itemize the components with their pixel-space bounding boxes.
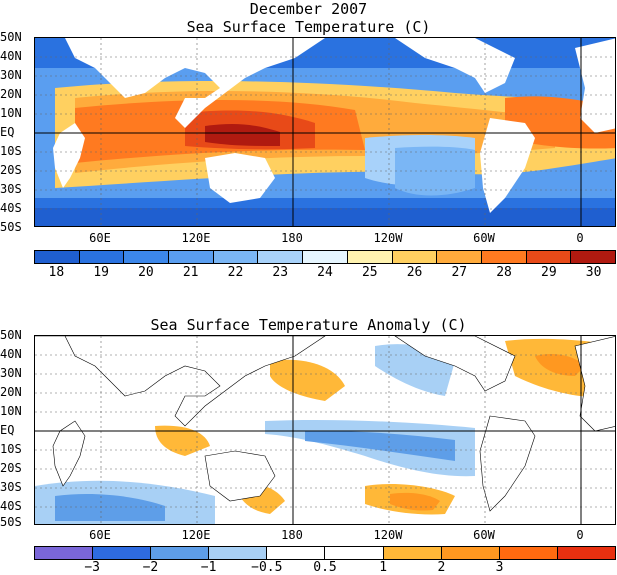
colorbar-segment: [124, 251, 170, 263]
lat-label: 30N: [0, 68, 22, 82]
lat-label: 50N: [0, 328, 22, 342]
anomaly-panel-title: Sea Surface Temperature Anomaly (C): [150, 316, 467, 334]
colorbar-segment: [213, 251, 259, 263]
colorbar-segment: [392, 251, 438, 263]
anomaly-colorbar: [34, 546, 616, 560]
lon-label: 120E: [181, 231, 211, 245]
lat-label: EQ: [0, 125, 15, 139]
lon-label: 120E: [181, 528, 211, 542]
lon-label: 60W: [473, 231, 495, 245]
page-title: December 2007: [249, 0, 368, 18]
colorbar-segment: [437, 251, 482, 263]
anomaly-map: [34, 335, 616, 525]
lat-label: 20N: [0, 87, 22, 101]
colorbar-segment: [481, 251, 527, 263]
lon-label: 0: [576, 528, 584, 542]
colorbar-tick-label: 19: [93, 265, 109, 280]
colorbar-segment: [303, 251, 348, 263]
colorbar-tick-label: 21: [182, 265, 199, 280]
colorbar-segment: [441, 547, 500, 559]
colorbar-segment: [35, 547, 94, 559]
colorbar-segment: [169, 251, 214, 263]
sst-colorbar: [34, 250, 616, 264]
lat-label: 20S: [0, 461, 22, 475]
colorbar-segment: [499, 547, 558, 559]
colorbar-tick-label: 24: [317, 265, 333, 280]
colorbar-segment: [151, 547, 210, 559]
lat-label: 30S: [0, 182, 22, 196]
lon-label: 180: [281, 528, 303, 542]
lat-label: 10S: [0, 144, 22, 158]
colorbar-tick-label: 20: [138, 265, 154, 280]
lon-label: 60E: [89, 231, 111, 245]
colorbar-tick-label: 27: [451, 265, 468, 280]
lon-label: 180: [281, 231, 303, 245]
lat-label: 10S: [0, 442, 22, 456]
colorbar-segment: [347, 251, 393, 263]
colorbar-segment: [526, 251, 572, 263]
lat-label: 50N: [0, 30, 22, 44]
lat-label: EQ: [0, 423, 15, 437]
colorbar-tick-label: −0.5: [251, 560, 283, 575]
lon-label: 60E: [89, 528, 111, 542]
lat-label: 30N: [0, 366, 22, 380]
colorbar-segment: [383, 547, 442, 559]
lat-label: 30S: [0, 480, 22, 494]
colorbar-segment: [557, 547, 615, 559]
colorbar-tick-label: 1: [379, 560, 388, 575]
colorbar-tick-label: −2: [142, 560, 159, 575]
lon-label: 0: [576, 231, 584, 245]
lat-label: 20N: [0, 385, 22, 399]
lon-label: 120W: [373, 528, 403, 542]
colorbar-tick-label: 29: [541, 265, 557, 280]
lat-label: 40S: [0, 499, 22, 513]
sst-map: [34, 37, 616, 227]
colorbar-segment: [258, 251, 304, 263]
colorbar-tick-label: 0.5: [313, 560, 337, 575]
lat-label: 50S: [0, 220, 22, 234]
colorbar-segment: [325, 547, 384, 559]
lat-label: 40N: [0, 347, 22, 361]
colorbar-tick-label: 23: [272, 265, 289, 280]
lon-label: 120W: [373, 231, 403, 245]
lat-label: 40N: [0, 49, 22, 63]
colorbar-tick-label: 18: [48, 265, 65, 280]
colorbar-segment: [571, 251, 615, 263]
lat-label: 40S: [0, 201, 22, 215]
sst-panel-title: Sea Surface Temperature (C): [186, 18, 431, 36]
colorbar-tick-label: 3: [495, 560, 504, 575]
lat-label: 10N: [0, 404, 22, 418]
colorbar-tick-label: −3: [84, 560, 101, 575]
colorbar-tick-label: 22: [227, 265, 244, 280]
lat-label: 10N: [0, 106, 22, 120]
colorbar-tick-label: 25: [361, 265, 378, 280]
lat-label: 20S: [0, 163, 22, 177]
colorbar-segment: [209, 547, 268, 559]
colorbar-segment: [93, 547, 152, 559]
colorbar-tick-label: −1: [200, 560, 217, 575]
lon-label: 60W: [473, 528, 495, 542]
colorbar-segment: [35, 251, 80, 263]
lat-label: 50S: [0, 515, 22, 529]
colorbar-segment: [267, 547, 326, 559]
colorbar-tick-label: 30: [585, 265, 602, 280]
colorbar-segment: [79, 251, 125, 263]
colorbar-tick-label: 2: [437, 560, 446, 575]
colorbar-tick-label: 28: [496, 265, 512, 280]
colorbar-tick-label: 26: [406, 265, 423, 280]
